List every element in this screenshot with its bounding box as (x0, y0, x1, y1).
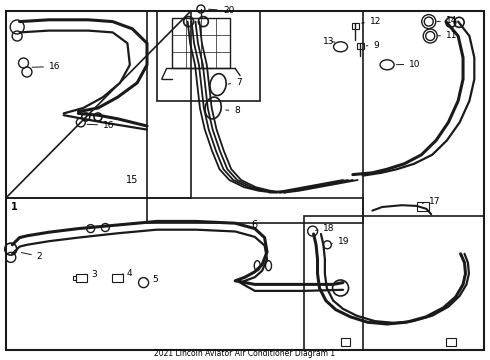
Text: 7: 7 (228, 78, 242, 87)
Text: 14: 14 (437, 17, 457, 26)
Text: 5: 5 (147, 274, 158, 284)
Text: 2021 Lincoln Aviator Air Conditioner Diagram 1: 2021 Lincoln Aviator Air Conditioner Dia… (154, 349, 336, 358)
Text: 4: 4 (122, 269, 132, 278)
Text: 16: 16 (32, 62, 60, 71)
Text: 10: 10 (396, 60, 420, 69)
Bar (76, 274, 87, 282)
Bar (112, 274, 122, 282)
Bar (6, 198, 363, 350)
Bar (157, 11, 260, 101)
Text: 1: 1 (11, 202, 18, 212)
Text: 8: 8 (226, 107, 240, 116)
Text: 15: 15 (126, 175, 139, 185)
Bar (352, 23, 359, 29)
Text: 18: 18 (316, 224, 335, 233)
Text: 19: 19 (333, 238, 349, 247)
Text: 2: 2 (22, 252, 42, 261)
Bar (304, 216, 484, 350)
Text: 9: 9 (367, 41, 379, 50)
Bar (357, 43, 364, 49)
Bar (6, 11, 191, 198)
Bar (341, 338, 350, 346)
Bar (416, 202, 429, 211)
Text: 6: 6 (252, 220, 258, 230)
Bar (73, 276, 76, 280)
Bar (446, 338, 456, 346)
Text: 17: 17 (422, 197, 440, 206)
Text: 20: 20 (209, 6, 234, 15)
Bar (172, 18, 230, 68)
Bar (147, 11, 363, 223)
Text: 13: 13 (323, 37, 335, 46)
Text: 11: 11 (439, 31, 457, 40)
Text: 12: 12 (362, 17, 381, 26)
Text: 16: 16 (87, 121, 114, 130)
Text: 3: 3 (85, 270, 97, 279)
